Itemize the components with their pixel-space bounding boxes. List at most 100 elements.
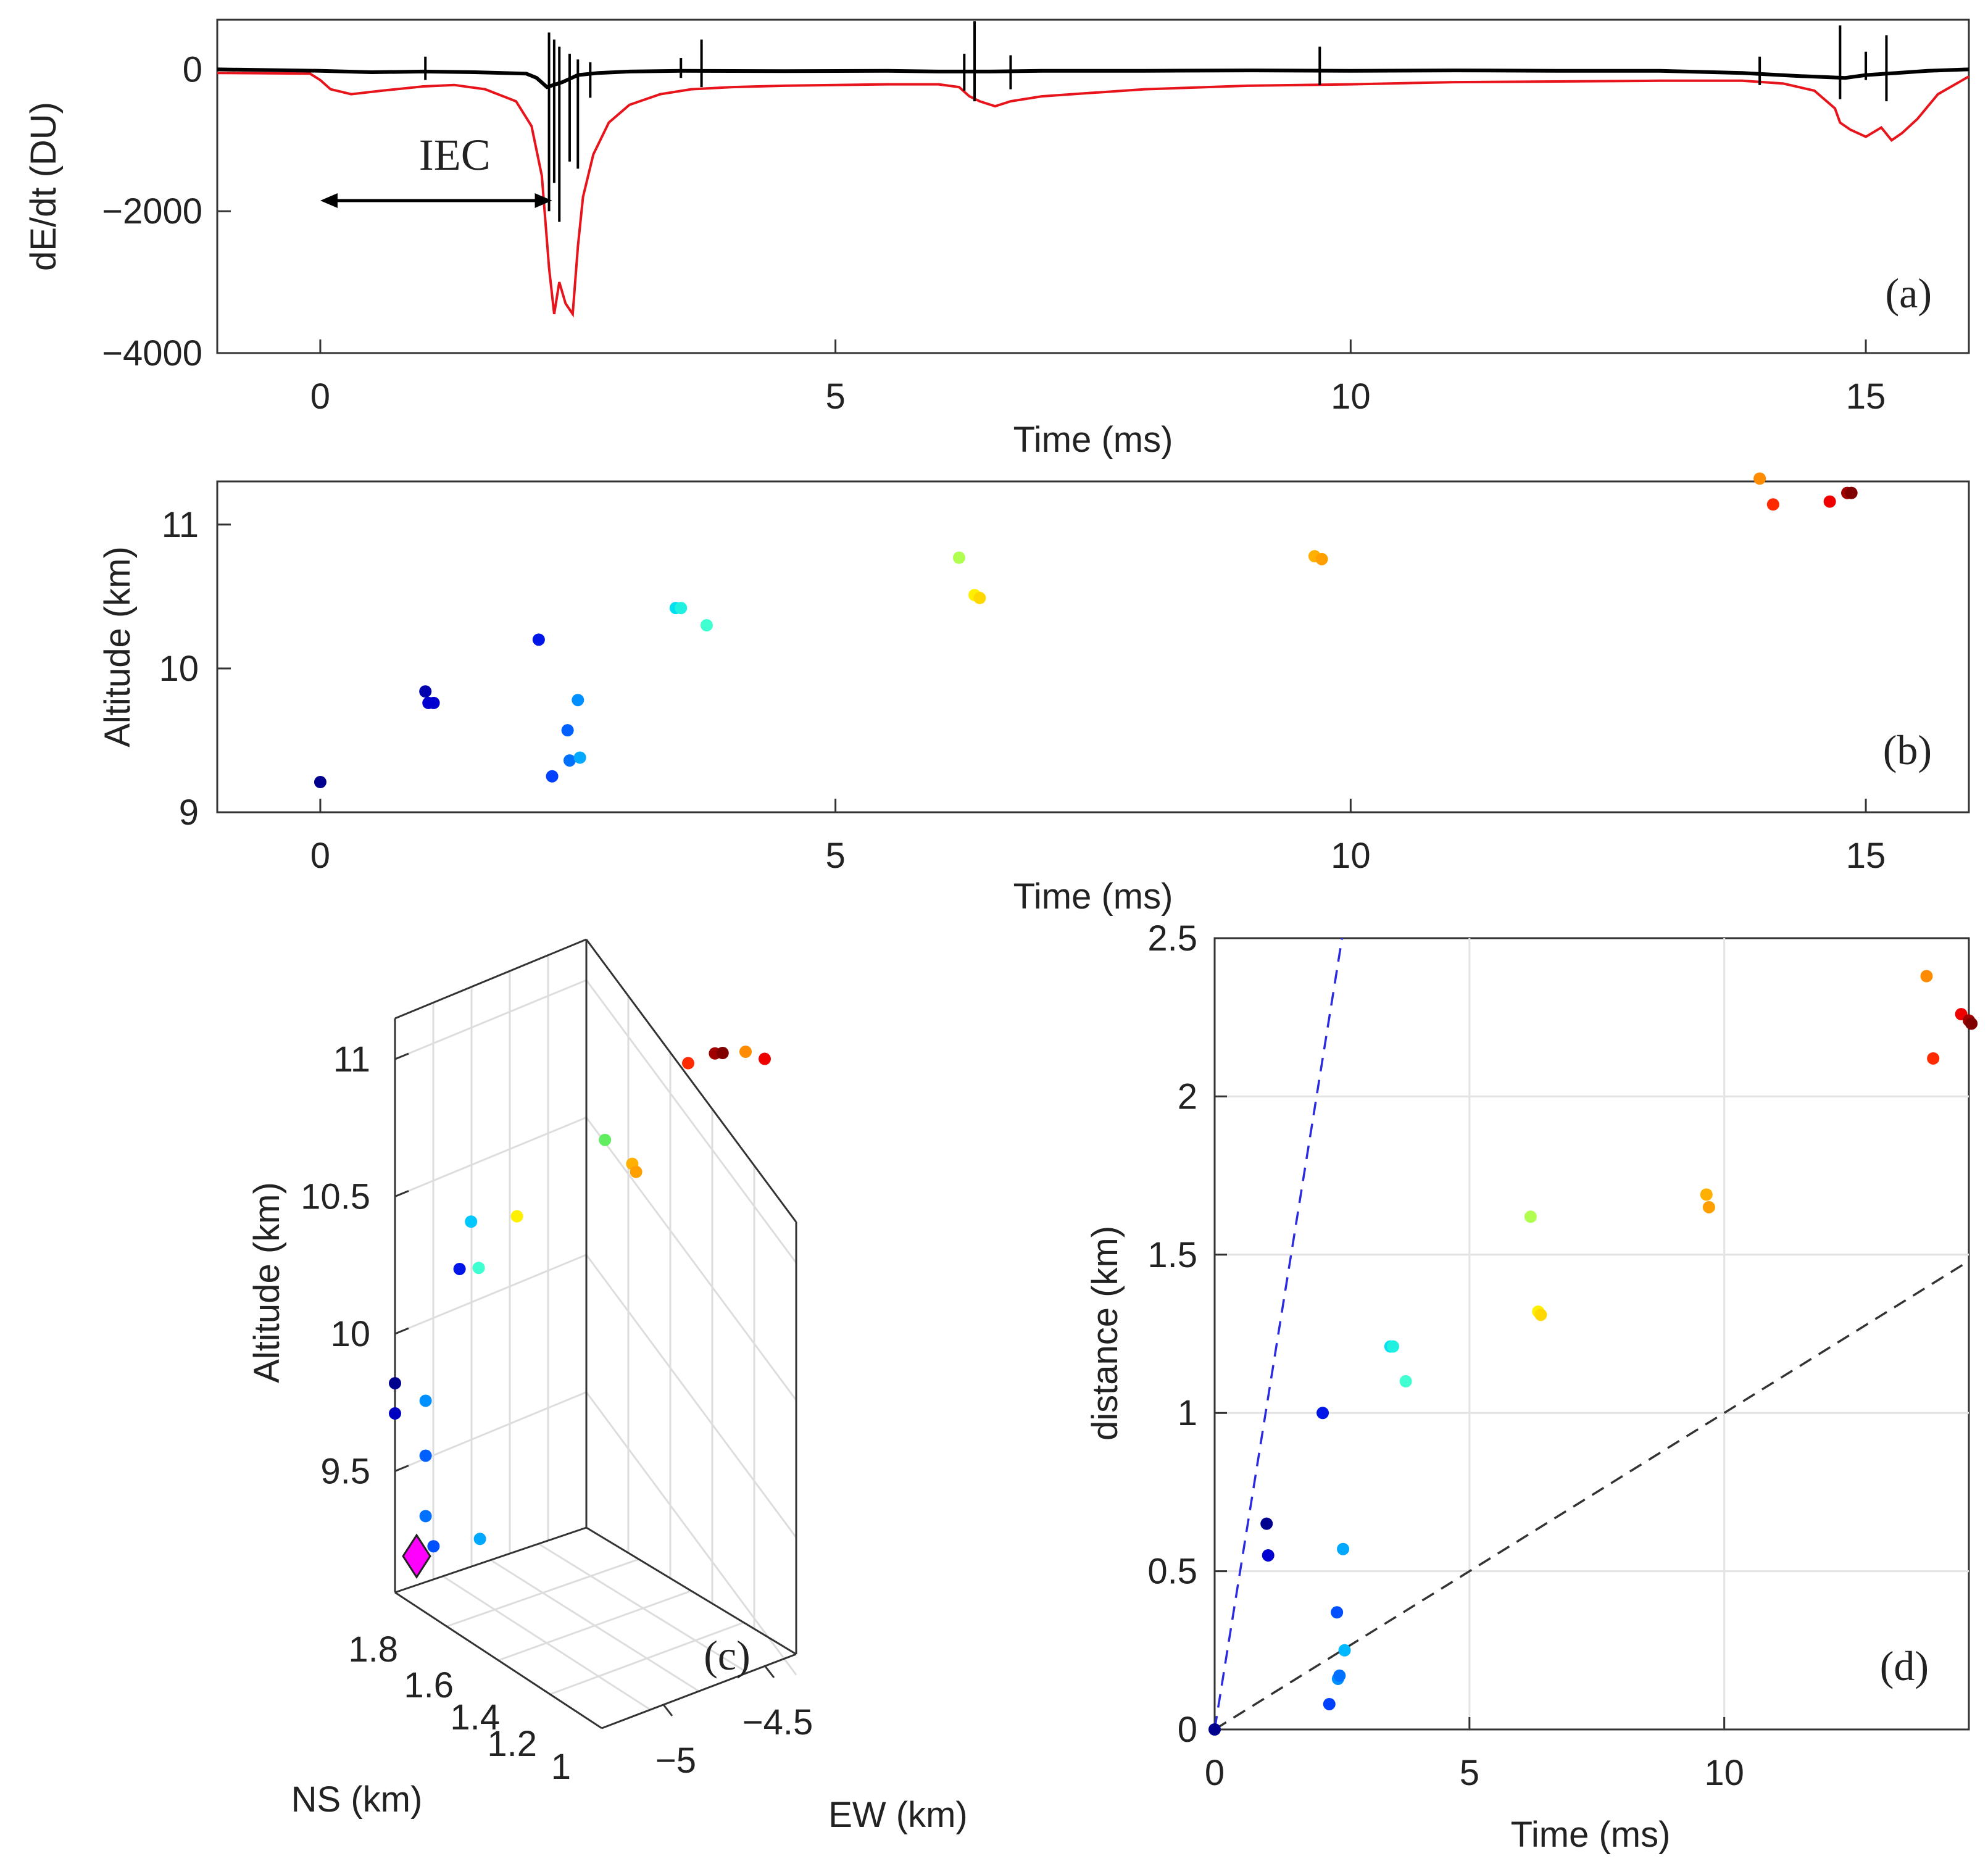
c-grid-floor-a xyxy=(538,1542,749,1674)
panel-b-altitude-vs-time: 0 5 10 15 9 10 11 (b) Time (ms) Altitude (km) xyxy=(98,472,1970,917)
panel-a-ticks: 0 5 10 15 0 −2000 −4000 xyxy=(102,49,1886,417)
c-ns-tick-label: 1 xyxy=(551,1747,571,1787)
b-scatter-point xyxy=(573,751,586,764)
d-scatter-point xyxy=(1260,1517,1273,1530)
red-trace-line xyxy=(217,72,1969,318)
c-grid-alt-right xyxy=(585,1254,797,1538)
b-scatter-point xyxy=(952,551,965,564)
b-ytick-label: 11 xyxy=(162,505,199,545)
c-ew-tick-mark xyxy=(662,1704,673,1716)
a-ytick-label: −2000 xyxy=(102,191,202,231)
c-scatter-point xyxy=(419,1449,432,1462)
d-ytick-label: 1.5 xyxy=(1147,1235,1197,1275)
panel-b-label: (b) xyxy=(1883,726,1932,773)
c-alt-tick-label: 10.5 xyxy=(301,1177,370,1217)
panel-c-ticks: 9.5 10 10.5 11 1.81.61.41.2 1 −5 −4.5 xyxy=(301,1039,813,1787)
c-ns-tick-label: 1.6 xyxy=(404,1665,454,1705)
c-ns-tick-label: 1.8 xyxy=(348,1629,398,1670)
c-grid-alt-left xyxy=(394,1254,587,1335)
panel-a-iec-annotation: IEC xyxy=(320,130,552,208)
b-scatter-point xyxy=(314,776,326,789)
c-grid-alt-left xyxy=(394,979,587,1060)
d-ytick-label: 0 xyxy=(1178,1710,1197,1750)
c-ew-tick-mark xyxy=(764,1666,775,1678)
c-edge-floor-back-left xyxy=(394,1526,587,1594)
a-ytick-label: −4000 xyxy=(102,333,202,373)
panel-b-ticks: 0 5 10 15 9 10 11 xyxy=(159,505,1886,876)
a-xtick-label: 10 xyxy=(1331,377,1371,417)
c-scatter-point xyxy=(472,1262,485,1275)
b-scatter-point xyxy=(1753,472,1766,485)
panel-a-label: (a) xyxy=(1886,270,1932,317)
d-scatter-point xyxy=(1338,1644,1351,1657)
c-scatter-point xyxy=(759,1052,771,1065)
iec-arrow-head-right xyxy=(534,193,552,208)
c-scatter-point xyxy=(427,1540,440,1553)
c-edge-floor-front-right xyxy=(601,1653,797,1729)
c-ns-tick-label: 1.2 xyxy=(487,1724,537,1764)
panel-a-xlabel: Time (ms) xyxy=(1013,420,1173,460)
d-ytick-label: 2.5 xyxy=(1147,918,1197,959)
panel-a-traces xyxy=(217,21,1969,318)
a-xtick-label: 15 xyxy=(1846,377,1886,417)
b-ytick-label: 9 xyxy=(179,793,199,833)
panel-b-xlabel: Time (ms) xyxy=(1013,876,1173,917)
b-xtick-label: 0 xyxy=(310,836,330,876)
c-scatter-point xyxy=(389,1377,401,1390)
panel-c-ylabel: Altitude (km) xyxy=(247,1182,287,1383)
panel-d-label: (d) xyxy=(1880,1642,1929,1689)
c-grid-floor-b xyxy=(549,1621,744,1695)
d-scatter-point xyxy=(1399,1375,1412,1388)
d-scatter-point xyxy=(1208,1723,1221,1736)
panel-c-3d-scatter: 9.5 10 10.5 11 1.81.61.41.2 1 −5 −4.5 (c) Altit… xyxy=(247,938,968,1835)
c-alt-tick-label: 11 xyxy=(333,1039,370,1080)
panel-d-distance-vs-time: 0 5 10 0 0.5 1 1.5 2 2.5 (d) Time (ms) distance … xyxy=(1085,918,1978,1855)
d-scatter-point xyxy=(1965,1017,1978,1030)
panel-c-box-edges xyxy=(394,938,797,1729)
b-xtick-label: 5 xyxy=(826,836,846,876)
black-trace-line xyxy=(217,67,1969,89)
b-scatter-point xyxy=(427,696,440,709)
c-edge-floor-front-left xyxy=(394,1591,602,1729)
panel-b-axes-box xyxy=(216,480,1970,813)
d-dashed-line xyxy=(1214,1260,1969,1731)
c-edge-top-right xyxy=(585,939,797,1223)
iec-arrow-head-left xyxy=(320,193,338,208)
c-grid-alt-right xyxy=(585,980,797,1263)
c-alt-tick-label: 9.5 xyxy=(320,1452,370,1492)
c-alt-tick-mark xyxy=(394,1465,409,1472)
panel-c-label: (c) xyxy=(704,1632,750,1679)
panel-d-grid xyxy=(1215,938,1969,1729)
d-scatter-point xyxy=(1700,1188,1713,1201)
panel-c-points xyxy=(389,1045,771,1579)
c-scatter-point xyxy=(739,1045,752,1058)
b-scatter-point xyxy=(563,754,576,767)
panel-c-ew-label: EW (km) xyxy=(828,1795,968,1835)
b-scatter-point xyxy=(419,685,432,698)
c-scatter-point xyxy=(389,1407,401,1420)
panel-d-xlabel: Time (ms) xyxy=(1511,1815,1671,1855)
b-scatter-point xyxy=(1845,486,1858,499)
c-scatter-point xyxy=(682,1057,694,1070)
c-origin-diamond xyxy=(402,1533,431,1579)
c-scatter-point xyxy=(473,1533,486,1546)
d-xtick-label: 10 xyxy=(1704,1753,1744,1793)
c-ns-tick-label: 1.4 xyxy=(450,1697,500,1737)
panel-c-ns-label: NS (km) xyxy=(291,1779,423,1820)
d-scatter-point xyxy=(1262,1549,1275,1562)
d-ytick-label: 0.5 xyxy=(1147,1552,1197,1592)
b-scatter-point xyxy=(700,619,713,632)
panel-a-waveform: 0 5 10 15 0 −2000 −4000 IEC (a) Time (ms) dE/d… xyxy=(23,19,1970,460)
c-scatter-point xyxy=(716,1047,729,1060)
c-grid-floor-b xyxy=(497,1590,692,1662)
d-scatter-point xyxy=(1927,1052,1940,1065)
iec-label: IEC xyxy=(419,130,491,180)
c-grid-alt-right xyxy=(585,1117,797,1401)
panel-b-ylabel: Altitude (km) xyxy=(98,546,138,747)
c-alt-tick-mark xyxy=(394,1052,409,1060)
c-scatter-point xyxy=(630,1165,643,1178)
b-scatter-point xyxy=(546,770,559,783)
a-xtick-label: 5 xyxy=(826,377,846,417)
panel-a-ylabel: dE/dt (DU) xyxy=(23,102,64,271)
